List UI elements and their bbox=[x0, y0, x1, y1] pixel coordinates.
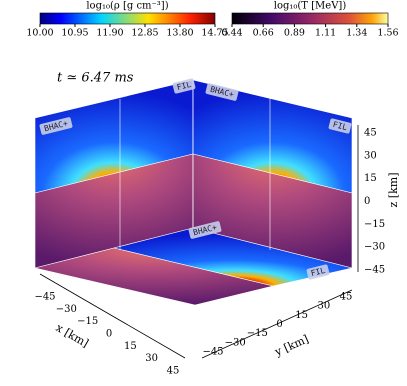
x-tick-label: −30 bbox=[56, 304, 77, 315]
y-tick-label: −45 bbox=[202, 347, 223, 358]
y-tick-label: 15 bbox=[295, 310, 308, 321]
panel-tag-text: FIL bbox=[332, 120, 348, 132]
panel-tag: BHAC+ bbox=[39, 117, 73, 135]
panel-tag-box bbox=[172, 78, 196, 94]
y-tick-label: 30 bbox=[317, 301, 330, 312]
panel-tag-box bbox=[188, 221, 222, 239]
panel-tag: FIL bbox=[172, 78, 196, 94]
x-tick-label: 15 bbox=[124, 341, 137, 352]
colorbar-tick-label: 1.34 bbox=[346, 28, 367, 39]
y-tick-label: 45 bbox=[340, 292, 353, 303]
z-tick-label: −15 bbox=[364, 219, 385, 230]
colorbar-tick-label: 0.89 bbox=[284, 28, 305, 39]
y-axis bbox=[201, 289, 353, 359]
z-tick-label: 45 bbox=[364, 128, 377, 139]
panel-tag-box bbox=[39, 117, 73, 135]
colorbar-tick-label: 10.95 bbox=[61, 28, 88, 39]
panel-tag-box bbox=[328, 118, 352, 134]
x-tick-label: 0 bbox=[106, 329, 112, 340]
panel-tag-box bbox=[205, 83, 239, 101]
z-axis-label: z [km] bbox=[387, 173, 400, 208]
floor-temperature bbox=[34, 247, 274, 306]
panel-tag-text: FIL bbox=[310, 266, 326, 278]
colorbar-tick-label: 11.90 bbox=[96, 28, 123, 39]
colorbar-label: log₁₀(ρ [g cm⁻³]) bbox=[86, 1, 168, 12]
z-tick-label: −45 bbox=[364, 265, 385, 276]
colorbar-tick-label: 1.56 bbox=[377, 28, 398, 39]
colorbar-tick-label: 13.80 bbox=[166, 28, 193, 39]
colorbar-tick-label: 12.85 bbox=[131, 28, 158, 39]
panel-tag-text: FIL bbox=[176, 80, 192, 92]
y-tick-label: −15 bbox=[247, 328, 268, 339]
colorbar-tick-label: 1.11 bbox=[315, 28, 336, 39]
colorbar-tick-label: 0.44 bbox=[221, 28, 242, 39]
y-axis-label: y [km] bbox=[272, 332, 311, 359]
y-tick-label: −30 bbox=[225, 337, 246, 348]
z-tick-label: 15 bbox=[364, 173, 377, 184]
z-tick-label: 0 bbox=[364, 196, 370, 207]
z-tick-label: −30 bbox=[364, 242, 385, 253]
colorbar-temperature bbox=[231, 12, 389, 25]
panel-tag: BHAC+ bbox=[205, 83, 239, 101]
panel-tag: BHAC+ bbox=[188, 221, 222, 239]
colorbar-tick-label: 14.75 bbox=[201, 28, 228, 39]
colorbar-tick-label: 10.00 bbox=[26, 28, 53, 39]
colorbar-label: log₁₀(T [MeV]) bbox=[274, 1, 347, 12]
x-tick-label: −15 bbox=[77, 316, 98, 327]
panel-tag: FIL bbox=[328, 118, 352, 134]
x-axis bbox=[39, 273, 186, 359]
time-label: t ≃ 6.47 ms bbox=[57, 71, 134, 86]
box bbox=[34, 79, 353, 306]
panel-tag-box bbox=[306, 264, 330, 280]
x-tick-label: −45 bbox=[34, 292, 55, 303]
x-tick-label: 30 bbox=[145, 353, 158, 364]
axes bbox=[39, 125, 359, 359]
colorbar-density bbox=[39, 12, 216, 25]
colorbar-tick-label: 0.66 bbox=[253, 28, 274, 39]
x-tick-label: 45 bbox=[167, 366, 180, 377]
z-tick-label: 30 bbox=[364, 150, 377, 161]
panel-tag: FIL bbox=[306, 264, 330, 280]
y-tick-label: 0 bbox=[276, 319, 282, 330]
